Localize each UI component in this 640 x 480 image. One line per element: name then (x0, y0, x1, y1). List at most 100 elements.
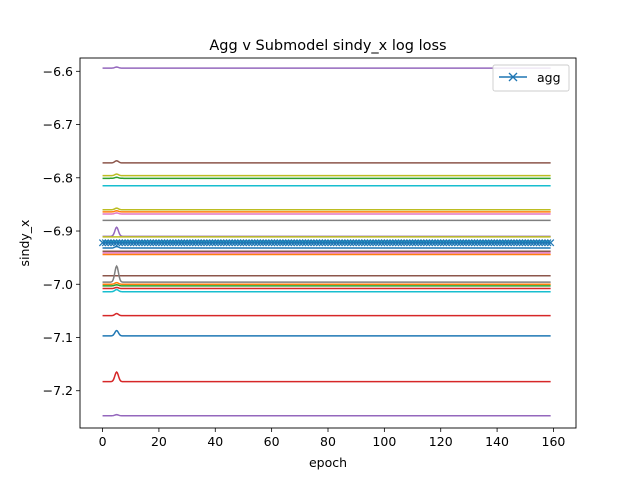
agg-point (253, 239, 262, 247)
agg-point (465, 239, 473, 247)
agg-point (493, 239, 501, 247)
y-tick-label: −7.2 (43, 383, 73, 398)
agg-point (541, 239, 549, 247)
agg-point (284, 239, 293, 247)
agg-point (296, 239, 304, 247)
submodel-line-17 (102, 264, 551, 283)
agg-point (194, 239, 202, 247)
agg-point (293, 239, 301, 247)
agg-point (225, 239, 233, 247)
agg-point (406, 239, 414, 247)
agg-point (366, 239, 374, 247)
agg-point (259, 239, 267, 247)
agg-point (208, 239, 217, 247)
agg-point (389, 239, 397, 247)
agg-point (487, 239, 496, 247)
agg-point (318, 239, 326, 247)
agg-point (496, 239, 504, 247)
agg-point (408, 239, 417, 247)
submodel-line-12 (102, 245, 551, 249)
agg-point (513, 239, 521, 247)
agg-point (169, 239, 177, 247)
agg-point (375, 239, 383, 247)
agg-point (138, 239, 146, 247)
agg-point (152, 239, 160, 247)
agg-point (547, 239, 555, 247)
agg-point (265, 239, 273, 247)
agg-point (191, 239, 200, 247)
agg-point (462, 239, 470, 247)
agg-point (538, 239, 546, 247)
submodel-line-18 (102, 281, 551, 286)
agg-point (113, 239, 121, 247)
y-tick-label: −6.8 (43, 170, 73, 185)
submodel-line-22 (102, 312, 551, 317)
agg-point (397, 239, 405, 247)
agg-point (524, 239, 532, 247)
agg-point (324, 239, 332, 247)
agg-point (377, 239, 386, 247)
x-tick-label: 60 (264, 434, 280, 449)
agg-point (177, 239, 186, 247)
x-tick-label: 140 (485, 434, 509, 449)
agg-point (276, 239, 284, 247)
submodel-line-21 (102, 288, 551, 293)
agg-point (160, 239, 169, 247)
agg-point (535, 239, 543, 247)
agg-point (468, 239, 476, 247)
agg-markers (98, 239, 555, 247)
agg-point (203, 239, 211, 247)
agg-point (132, 239, 140, 247)
agg-point (346, 239, 355, 247)
x-tick-label: 0 (99, 434, 107, 449)
agg-point (262, 239, 270, 247)
submodel-line-5 (102, 207, 551, 211)
x-tick-label: 160 (542, 434, 566, 449)
agg-point (270, 239, 279, 247)
agg-point (437, 239, 445, 247)
agg-point (344, 239, 352, 247)
agg-point (428, 239, 436, 247)
agg-point (499, 239, 507, 247)
submodel-line-2 (102, 173, 551, 177)
submodel-line-3 (102, 176, 551, 180)
agg-point (186, 239, 194, 247)
agg-point (135, 239, 143, 247)
y-tick-label: −6.7 (43, 117, 73, 132)
submodel-line-20 (102, 286, 551, 290)
y-tick-label: −6.6 (43, 64, 73, 79)
agg-point (380, 239, 388, 247)
agg-point (299, 239, 307, 247)
agg-point (248, 239, 256, 247)
agg-point (183, 239, 191, 247)
agg-point (532, 239, 541, 247)
agg-point (439, 239, 448, 247)
agg-point (251, 239, 259, 247)
agg-point (448, 239, 456, 247)
agg-point (158, 239, 166, 247)
x-axis-title: epoch (309, 455, 347, 470)
agg-point (282, 239, 290, 247)
y-tick-label: −6.9 (43, 224, 73, 239)
agg-point (104, 239, 112, 247)
x-tick-label: 40 (207, 434, 223, 449)
agg-point (361, 239, 369, 247)
agg-point (163, 239, 171, 247)
agg-point (189, 239, 197, 247)
submodel-line-24 (102, 371, 551, 383)
agg-point (530, 239, 538, 247)
agg-point (338, 239, 346, 247)
agg-point (352, 239, 360, 247)
y-axis: −6.6 −6.7 −6.8 −6.9 −7.0 −7.1 −7.2 (43, 64, 80, 398)
agg-point (423, 239, 431, 247)
agg-point (146, 239, 155, 247)
agg-point (175, 239, 183, 247)
agg-point (355, 239, 363, 247)
agg-point (414, 239, 422, 247)
agg-point (304, 239, 312, 247)
agg-point (211, 239, 219, 247)
legend: agg (492, 64, 570, 92)
agg-point (144, 239, 152, 247)
agg-point (482, 239, 490, 247)
